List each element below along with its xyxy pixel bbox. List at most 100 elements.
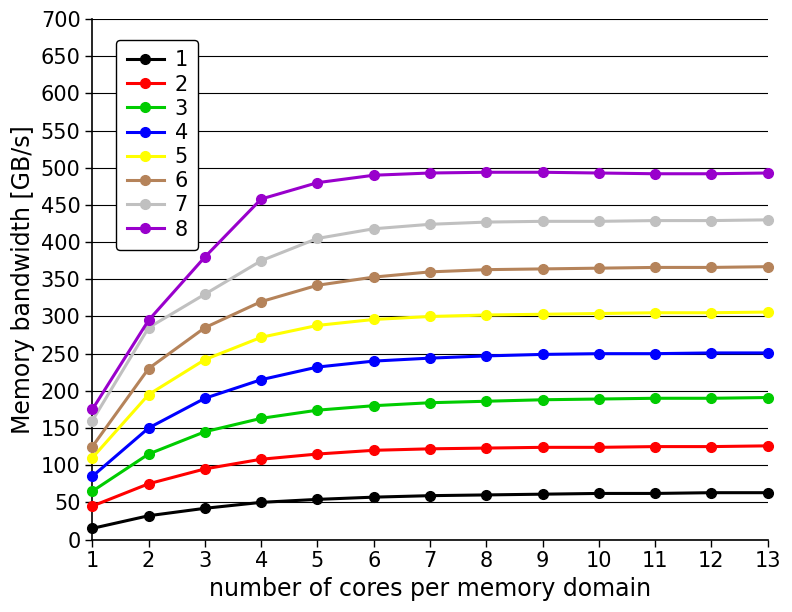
5 — [369, 316, 379, 323]
7 — [144, 324, 154, 331]
Line: 2: 2 — [87, 441, 772, 511]
7 — [425, 221, 435, 228]
4 — [706, 349, 716, 357]
Line: 4: 4 — [87, 348, 772, 481]
1 — [538, 490, 547, 498]
8 — [313, 179, 322, 186]
5 — [425, 313, 435, 320]
8 — [200, 253, 210, 261]
8 — [650, 170, 660, 177]
6 — [425, 268, 435, 275]
7 — [650, 217, 660, 224]
6 — [538, 265, 547, 272]
5 — [538, 310, 547, 318]
8 — [706, 170, 716, 177]
1 — [425, 492, 435, 499]
7 — [538, 218, 547, 225]
2 — [425, 445, 435, 452]
Line: 5: 5 — [87, 307, 772, 463]
4 — [594, 350, 604, 357]
6 — [313, 282, 322, 289]
1 — [313, 496, 322, 503]
8 — [425, 170, 435, 177]
1 — [200, 505, 210, 512]
1 — [257, 499, 266, 506]
5 — [313, 322, 322, 329]
1 — [594, 490, 604, 497]
3 — [594, 395, 604, 403]
3 — [706, 395, 716, 402]
4 — [257, 376, 266, 383]
Y-axis label: Memory bandwidth [GB/s]: Memory bandwidth [GB/s] — [11, 125, 35, 434]
7 — [706, 217, 716, 224]
8 — [144, 316, 154, 324]
4 — [200, 395, 210, 402]
2 — [538, 444, 547, 451]
6 — [706, 264, 716, 271]
3 — [425, 399, 435, 406]
7 — [594, 218, 604, 225]
6 — [650, 264, 660, 271]
5 — [88, 454, 97, 461]
8 — [763, 170, 772, 177]
4 — [538, 351, 547, 358]
Line: 7: 7 — [87, 215, 772, 425]
4 — [425, 354, 435, 362]
1 — [482, 491, 491, 499]
3 — [369, 402, 379, 409]
7 — [369, 225, 379, 233]
3 — [144, 450, 154, 458]
3 — [763, 394, 772, 401]
2 — [763, 442, 772, 450]
2 — [594, 444, 604, 451]
5 — [257, 334, 266, 341]
1 — [88, 524, 97, 532]
8 — [594, 170, 604, 177]
4 — [482, 353, 491, 360]
5 — [144, 391, 154, 398]
3 — [313, 406, 322, 414]
5 — [482, 312, 491, 319]
7 — [257, 257, 266, 264]
5 — [706, 309, 716, 316]
Legend: 1, 2, 3, 4, 5, 6, 7, 8: 1, 2, 3, 4, 5, 6, 7, 8 — [116, 40, 198, 250]
1 — [369, 493, 379, 501]
2 — [482, 444, 491, 452]
6 — [88, 443, 97, 450]
2 — [369, 447, 379, 454]
8 — [482, 168, 491, 176]
4 — [313, 364, 322, 371]
7 — [763, 216, 772, 223]
3 — [257, 415, 266, 422]
7 — [200, 291, 210, 298]
4 — [369, 357, 379, 365]
3 — [482, 398, 491, 405]
X-axis label: number of cores per memory domain: number of cores per memory domain — [209, 577, 651, 601]
3 — [650, 395, 660, 402]
7 — [88, 417, 97, 424]
8 — [88, 406, 97, 413]
5 — [763, 308, 772, 316]
2 — [257, 455, 266, 463]
7 — [313, 235, 322, 242]
7 — [482, 218, 491, 226]
2 — [706, 443, 716, 450]
Line: 8: 8 — [87, 168, 772, 414]
1 — [763, 489, 772, 496]
5 — [650, 309, 660, 316]
8 — [538, 168, 547, 176]
3 — [200, 428, 210, 435]
2 — [650, 443, 660, 450]
6 — [200, 324, 210, 331]
4 — [144, 424, 154, 431]
Line: 6: 6 — [87, 262, 772, 452]
1 — [706, 489, 716, 496]
6 — [257, 298, 266, 305]
5 — [594, 310, 604, 317]
4 — [650, 350, 660, 357]
4 — [763, 349, 772, 357]
3 — [88, 488, 97, 495]
8 — [369, 171, 379, 179]
4 — [88, 472, 97, 480]
6 — [594, 264, 604, 272]
